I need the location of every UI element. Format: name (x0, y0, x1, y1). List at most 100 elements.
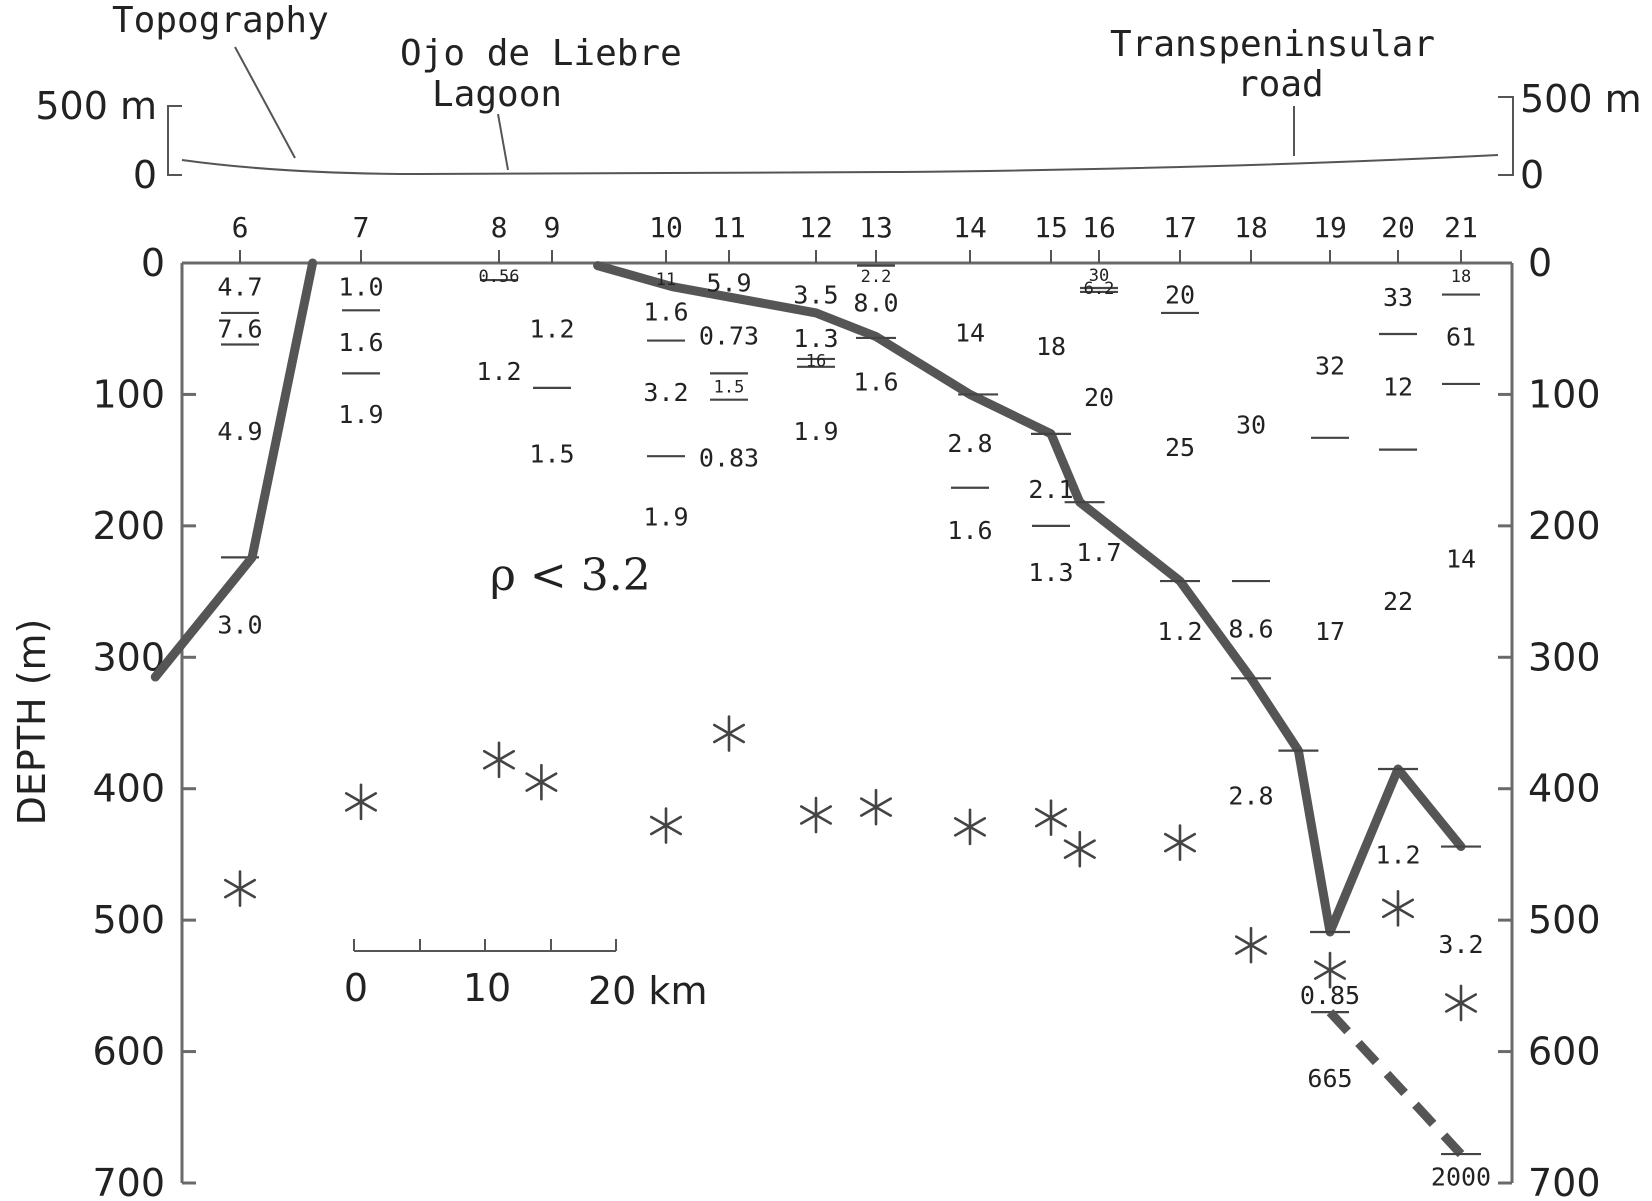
resistivity-label: 30 (1089, 266, 1109, 286)
depth-estimate-asterisk-icon (1063, 830, 1096, 868)
asterisk-stroke (1034, 807, 1068, 828)
scale-bar: 0 10 20 km (344, 939, 707, 1013)
resistivity-label: 30 (1236, 411, 1266, 440)
resistivity-label: 1.5 (714, 378, 745, 398)
resistivity-label: 1.6 (338, 328, 383, 357)
resistivity-values: 4.7 7.6 4.9 3.0 1.0 1.6 1.9 0.56 1.2 1.2 1.5 11 1.6 3… (217, 266, 1491, 1192)
depth-tick-label-right: 500 (1528, 898, 1601, 942)
depth-estimate-asterisk-icon (953, 808, 987, 846)
station-number: 6 (232, 211, 249, 244)
station-number: 12 (799, 211, 833, 244)
asterisk-stroke (344, 792, 378, 812)
road-label-line2: road (1237, 64, 1324, 105)
asterisk-stroke (859, 797, 893, 817)
lagoon-label-line2: Lagoon (432, 74, 562, 115)
resistivity-label: 4.9 (217, 417, 262, 446)
resistivity-label: 1.2 (529, 315, 574, 344)
resistivity-label: 3.2 (643, 378, 688, 407)
resistivity-label: 3.0 (217, 610, 262, 639)
resistivity-label: 11 (656, 270, 676, 290)
depth-estimate-asterisk-icon (799, 796, 833, 834)
depth-estimate-asterisk-icon (1313, 951, 1347, 989)
asterisk-stroke (712, 723, 746, 744)
station-number: 21 (1444, 211, 1478, 244)
asterisk-stroke (223, 878, 257, 899)
depth-estimate-asterisk-icon (525, 763, 558, 801)
depth-tick-label-left: 200 (92, 504, 165, 548)
station-number: 16 (1082, 211, 1116, 244)
depth-estimate-asterisk-icon (1163, 824, 1197, 861)
depth-tick-label-right: 700 (1528, 1161, 1601, 1201)
resistivity-label: 1.9 (793, 417, 838, 446)
asterisk-stroke (1444, 993, 1478, 1013)
resistivity-label: 2.8 (1228, 781, 1273, 810)
station-number: 17 (1163, 211, 1197, 244)
resistivity-label: 33 (1383, 283, 1413, 312)
depth-estimate-asterisk-icon (712, 715, 746, 752)
resistivity-label: 5.9 (706, 269, 751, 298)
depth-estimate-asterisk-icon (1444, 984, 1478, 1022)
resistivity-label: 16 (806, 351, 826, 371)
station-number: 13 (859, 211, 893, 244)
resistivity-label: 2.8 (947, 429, 992, 458)
topography-right-0: 0 (1520, 153, 1544, 197)
resistivity-label: 1.6 (643, 298, 688, 327)
lagoon-leader-line (497, 113, 509, 171)
asterisk-stroke (1063, 839, 1096, 859)
topography-right-bracket (1498, 96, 1514, 176)
topography-right-500: 500 m (1520, 77, 1642, 121)
resistivity-label: 3.5 (793, 281, 838, 310)
asterisk-stroke (525, 772, 558, 792)
resistivity-label: 12 (1383, 373, 1413, 402)
resistivity-label: 18 (1036, 332, 1066, 361)
scale-label-20km: 20 km (588, 969, 707, 1013)
depth-tick-label-left: 700 (92, 1161, 165, 1201)
depth-estimate-asterisk-icon (344, 783, 378, 821)
resistivity-label: 1.2 (1157, 617, 1202, 646)
depth-estimate-asterisk-icon (649, 807, 683, 844)
asterisk-stroke (953, 817, 987, 837)
resistivity-label: 1.9 (338, 400, 383, 429)
resistivity-label: 1.3 (1028, 558, 1073, 587)
resistivity-label: 18 (1451, 267, 1471, 287)
asterisk-stroke (1234, 935, 1268, 955)
interpreted-profiles (150, 258, 1481, 1158)
resistivity-label: 665 (1307, 1064, 1352, 1093)
resistivity-label: 8.6 (1228, 614, 1273, 643)
station-number: 9 (544, 211, 561, 244)
station-number: 11 (712, 211, 746, 244)
depth-tick-label-left: 400 (92, 767, 165, 811)
resistivity-label: 0.83 (699, 444, 759, 473)
depth-tick-label-right: 100 (1528, 372, 1601, 416)
station-number: 7 (353, 211, 370, 244)
station-numbers: 6 7 8 9 10 11 12 13 14 15 16 17 18 19 20 21 (232, 211, 1478, 263)
station-number: 15 (1034, 211, 1068, 244)
resistivity-label: 14 (955, 319, 985, 348)
station-number: 10 (649, 211, 683, 244)
resistivity-label: 0.56 (479, 267, 520, 287)
topography-leader-line (234, 46, 296, 159)
layer-boundaries (221, 264, 1480, 1014)
depth-tick-label-right: 200 (1528, 504, 1601, 548)
scale-label-10: 10 (463, 966, 511, 1010)
resistivity-label: 22 (1383, 587, 1413, 616)
resistivity-label: 17 (1315, 617, 1345, 646)
western-basement-profile (150, 258, 318, 682)
station-number: 8 (491, 211, 508, 244)
topography-panel: Topography Ojo de Liebre Lagoon Transpen… (35, 0, 1641, 197)
station-number: 18 (1234, 211, 1268, 244)
resistivity-label: 2.1 (1028, 475, 1073, 504)
station-number: 19 (1313, 211, 1347, 244)
depth-estimate-markers (223, 715, 1478, 1022)
station-number: 14 (953, 211, 987, 244)
resistivity-label: 3.2 (1438, 930, 1483, 959)
resistivity-label: 14 (1446, 545, 1476, 574)
resistivity-label: 1.0 (338, 273, 383, 302)
depth-tick-label-left: 500 (92, 898, 165, 942)
depth-tick-label-right: 600 (1528, 1030, 1601, 1074)
section-frame (180, 261, 1514, 1183)
depth-estimate-asterisk-icon (859, 788, 893, 826)
depth-tick-label-right: 300 (1528, 635, 1601, 679)
resistivity-label: 2000 (1431, 1162, 1491, 1191)
